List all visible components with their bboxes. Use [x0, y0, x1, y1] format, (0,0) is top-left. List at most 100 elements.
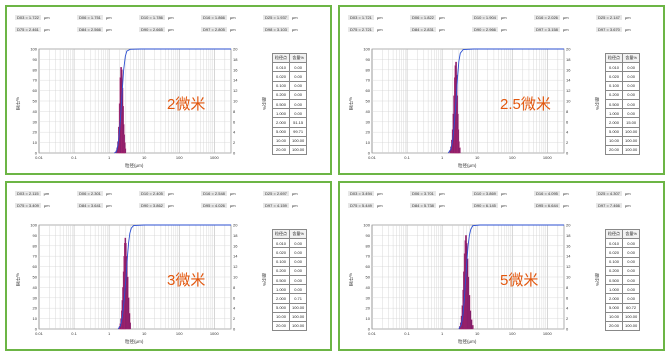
- stat-value: D06 = 1.822: [410, 15, 436, 20]
- table-cell: 5.000: [605, 126, 623, 137]
- y2-tick-label: 12: [233, 264, 238, 269]
- x-tick-label: 100: [509, 155, 516, 160]
- stat-unit: μm: [562, 15, 569, 20]
- y-tick-label: 0: [368, 327, 371, 332]
- table-cell: 0.00: [621, 71, 641, 82]
- table-cell: 10.00: [272, 311, 290, 322]
- stat-unit: μm: [43, 203, 50, 208]
- sample-label: 2微米: [167, 96, 206, 113]
- y-tick-label: 70: [366, 254, 371, 259]
- y2-tick-label: 4: [233, 306, 236, 311]
- stat-value: D03 = 2.115: [15, 191, 41, 196]
- stat-item: D84 = 2.566 μm: [77, 26, 112, 34]
- y-axis-label: 累计%: [15, 273, 20, 287]
- table-cell: 0.020: [605, 247, 623, 258]
- stat-unit: μm: [500, 203, 507, 208]
- stat-value: D10 = 3.869: [472, 191, 498, 196]
- table-cell: 0.00: [288, 108, 308, 119]
- x-tick-label: 0.1: [71, 155, 77, 160]
- sample-label: 2.5微米: [500, 96, 551, 113]
- y-tick-label: 20: [33, 130, 38, 135]
- table-row: 0.100 0.00: [272, 256, 308, 267]
- y-tick-label: 50: [366, 99, 371, 104]
- table-row: 0.020 0.00: [605, 247, 641, 258]
- y-tick-label: 0: [368, 151, 371, 156]
- y2-tick-label: 14: [233, 78, 238, 83]
- y2-tick-label: 6: [233, 119, 236, 124]
- stat-value: D90 = 2.966: [472, 27, 498, 32]
- table-cell: 1.000: [605, 284, 623, 295]
- stat-value: D97 = 2.805: [201, 27, 227, 32]
- y-tick-label: 20: [366, 130, 371, 135]
- stat-unit: μm: [43, 191, 50, 196]
- y-tick-label: 90: [366, 233, 371, 238]
- y-tick-label: 10: [366, 140, 371, 145]
- table-row: 20.00 100.00: [605, 320, 641, 332]
- y-tick-label: 10: [33, 316, 38, 321]
- table-row: 0.010 0.00: [272, 62, 308, 73]
- table-header: 含量%: [288, 228, 308, 240]
- y2-tick-label: 8: [566, 109, 569, 114]
- y2-tick-label: 14: [566, 254, 571, 259]
- x-tick-label: 100: [176, 155, 183, 160]
- table-cell: 1.000: [272, 284, 290, 295]
- stat-value: D95 = 4.026: [201, 203, 227, 208]
- stat-value: D84 = 3.641: [77, 203, 103, 208]
- stat-unit: μm: [438, 15, 445, 20]
- table-cell: 20.00: [272, 320, 290, 332]
- table-cell: 100.00: [621, 311, 641, 322]
- x-tick-label: 0.1: [404, 331, 410, 336]
- table-row: 2.000 0.00: [605, 293, 641, 304]
- stat-unit: μm: [624, 191, 631, 196]
- table-header: 含量%: [288, 52, 308, 64]
- stat-unit: μm: [438, 203, 445, 208]
- stat-item: D75 = 5.449 μm: [348, 202, 383, 210]
- table-cell: 0.100: [605, 256, 623, 267]
- y-tick-label: 40: [33, 285, 38, 290]
- y2-tick-label: 20: [233, 47, 238, 52]
- stat-value: D10 = 1.904: [472, 15, 498, 20]
- table-row: 10.00 100.00: [272, 311, 308, 322]
- y-tick-label: 80: [33, 243, 38, 248]
- table-row: 0.010 0.00: [605, 62, 641, 73]
- cumulative-line: [114, 48, 231, 154]
- table-row: 0.200 0.00: [272, 265, 308, 276]
- stats-header: D03 = 3.494 μm D06 = 3.701 μm D10 = 3.869 μm D…: [348, 188, 655, 216]
- stat-item: D16 = 4.095 μm: [534, 190, 569, 198]
- distribution-bar: [124, 148, 127, 154]
- stat-value: D10 = 1.786: [139, 15, 165, 20]
- table-cell: 2.000: [605, 293, 623, 304]
- table-row: 0.010 0.00: [272, 238, 308, 249]
- stat-unit: μm: [500, 191, 507, 196]
- y2-tick-label: 2: [233, 316, 236, 321]
- x-tick-label: 1: [108, 155, 111, 160]
- stat-unit: μm: [105, 15, 112, 20]
- y-tick-label: 60: [366, 88, 371, 93]
- stat-value: D25 = 2.147: [596, 15, 622, 20]
- y2-tick-label: 10: [566, 99, 571, 104]
- table-row: 10.00 100.00: [605, 311, 641, 322]
- stat-unit: μm: [291, 15, 298, 20]
- table-header: 含量%: [621, 52, 641, 64]
- x-tick-label: 10: [142, 331, 147, 336]
- stat-unit: μm: [562, 203, 569, 208]
- stat-item: D06 = 1.751 μm: [77, 14, 112, 22]
- x-tick-label: 100: [176, 331, 183, 336]
- y-axis-label: 累计%: [348, 273, 353, 287]
- stat-value: D25 = 1.937: [263, 15, 289, 20]
- stat-unit: μm: [105, 191, 112, 196]
- table-row: 10.00 100.00: [605, 135, 641, 146]
- stat-value: D84 = 2.831: [410, 27, 436, 32]
- table-row: 5.000 100.00: [605, 126, 641, 137]
- stat-item: D75 = 2.721 μm: [348, 26, 383, 34]
- table-row: 0.500 0.00: [272, 274, 308, 286]
- stat-value: D97 = 3.158: [534, 27, 560, 32]
- y-tick-label: 50: [366, 275, 371, 280]
- stat-item: D10 = 1.786 μm: [139, 14, 174, 22]
- y-tick-label: 100: [30, 47, 37, 52]
- table-cell: 0.00: [288, 71, 308, 82]
- y-tick-label: 100: [363, 223, 370, 228]
- table-header: 粒径点: [272, 52, 290, 64]
- stat-item: D97 = 4.159 μm: [263, 202, 298, 210]
- table-cell: 0.100: [605, 80, 623, 91]
